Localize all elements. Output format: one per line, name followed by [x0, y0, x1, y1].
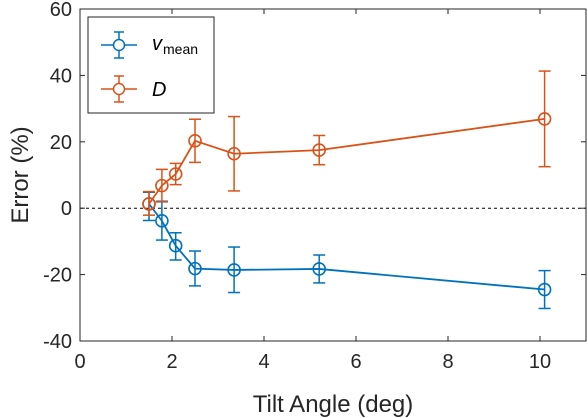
data-point-v-mean [168, 238, 183, 253]
legend-entry-d: D [101, 75, 166, 103]
y-tick-label: -40 [43, 331, 72, 353]
data-point-v-mean [155, 214, 169, 228]
data-point-d [155, 178, 169, 193]
x-axis-label: Tilt Angle (deg) [253, 391, 414, 418]
legend-entry-v-mean: vmean [101, 31, 198, 59]
x-tick-label: 2 [166, 351, 177, 373]
data-point-v-mean [312, 262, 327, 276]
y-tick-label: -20 [43, 265, 72, 287]
series-d [142, 70, 552, 216]
data-point-d [168, 167, 183, 181]
x-tick-label: 0 [74, 351, 85, 373]
legend-marker-v-mean [112, 38, 126, 52]
legend-label-v: v [152, 33, 163, 55]
y-tick-label: 60 [50, 0, 72, 21]
legend-box [87, 16, 215, 114]
data-point-d [142, 197, 156, 211]
legend-label-v-subscript: mean [163, 41, 198, 57]
data-point-v-mean [227, 263, 241, 277]
data-point-d [312, 143, 327, 157]
series-group [142, 70, 552, 310]
axis-ticks: 0 2 4 6 8 10 -40 -20 0 20 40 60 [43, 0, 586, 373]
data-point-d [227, 146, 241, 161]
legend: vmean D [87, 16, 215, 114]
plot-frame [79, 8, 587, 342]
x-tick-label: 10 [529, 351, 551, 373]
data-point-d [188, 134, 202, 148]
x-tick-label: 6 [350, 351, 361, 373]
x-tick-label: 4 [258, 351, 269, 373]
y-tick-label: 20 [50, 132, 72, 154]
y-tick-label: 0 [61, 198, 72, 220]
data-point-v-mean [188, 261, 202, 276]
legend-label-v-mean: vmean [152, 33, 198, 57]
y-tick-label: 40 [50, 65, 72, 87]
x-tick-label: 8 [442, 351, 453, 373]
legend-marker-d [112, 82, 126, 96]
y-axis-label: Error (%) [7, 126, 34, 223]
data-point-d [537, 112, 552, 126]
data-point-v-mean [537, 282, 552, 297]
legend-label-d: D [152, 79, 166, 101]
